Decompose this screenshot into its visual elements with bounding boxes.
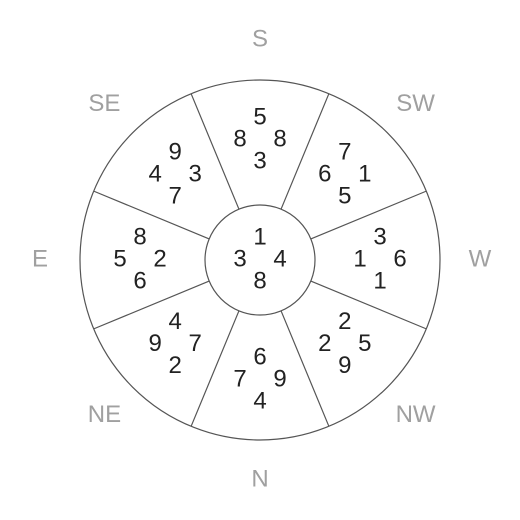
sector-n-top: 6 bbox=[253, 343, 266, 370]
center-bottom: 8 bbox=[253, 267, 266, 294]
sector-n-bottom: 4 bbox=[253, 387, 266, 414]
sector-sw-top: 7 bbox=[338, 138, 351, 165]
sector-e-bottom: 6 bbox=[133, 267, 146, 294]
sector-se-top: 9 bbox=[168, 138, 181, 165]
inner-circle bbox=[205, 205, 315, 315]
dir-label-sw: SW bbox=[396, 90, 435, 117]
dir-label-w: W bbox=[469, 245, 492, 272]
dir-label-ne: NE bbox=[88, 401, 121, 428]
flying-star-chart: S5883SE9437E8526NE4972N6794NW2259W3161SW… bbox=[0, 0, 520, 520]
sector-nw-left: 2 bbox=[318, 330, 331, 357]
sector-se-bottom: 7 bbox=[168, 182, 181, 209]
sector-s-right: 8 bbox=[273, 125, 286, 152]
sector-ne-top: 4 bbox=[168, 308, 181, 335]
sector-nw-top: 2 bbox=[338, 308, 351, 335]
sector-se-right: 3 bbox=[188, 160, 201, 187]
sector-se-left: 4 bbox=[148, 160, 161, 187]
sector-nw-right: 5 bbox=[358, 330, 371, 357]
dir-label-se: SE bbox=[88, 90, 120, 117]
sector-ne-right: 7 bbox=[188, 330, 201, 357]
dir-label-nw: NW bbox=[396, 401, 436, 428]
center-left: 3 bbox=[233, 245, 246, 272]
sector-w-bottom: 1 bbox=[373, 267, 386, 294]
center-right: 4 bbox=[273, 245, 286, 272]
sector-n-right: 9 bbox=[273, 365, 286, 392]
sector-nw-bottom: 9 bbox=[338, 352, 351, 379]
sector-s-left: 8 bbox=[233, 125, 246, 152]
center-top: 1 bbox=[253, 223, 266, 250]
dir-label-s: S bbox=[252, 25, 268, 52]
dir-label-n: N bbox=[251, 465, 268, 492]
sector-s-bottom: 3 bbox=[253, 147, 266, 174]
sector-sw-right: 1 bbox=[358, 160, 371, 187]
sector-sw-left: 6 bbox=[318, 160, 331, 187]
sector-ne-left: 9 bbox=[148, 330, 161, 357]
sector-e-right: 2 bbox=[153, 245, 166, 272]
sector-w-left: 1 bbox=[353, 245, 366, 272]
sector-w-right: 6 bbox=[393, 245, 406, 272]
sector-e-left: 5 bbox=[113, 245, 126, 272]
sector-n-left: 7 bbox=[233, 365, 246, 392]
sector-ne-bottom: 2 bbox=[168, 352, 181, 379]
dir-label-e: E bbox=[32, 245, 48, 272]
sector-w-top: 3 bbox=[373, 223, 386, 250]
sector-sw-bottom: 5 bbox=[338, 182, 351, 209]
sector-e-top: 8 bbox=[133, 223, 146, 250]
sector-s-top: 5 bbox=[253, 103, 266, 130]
